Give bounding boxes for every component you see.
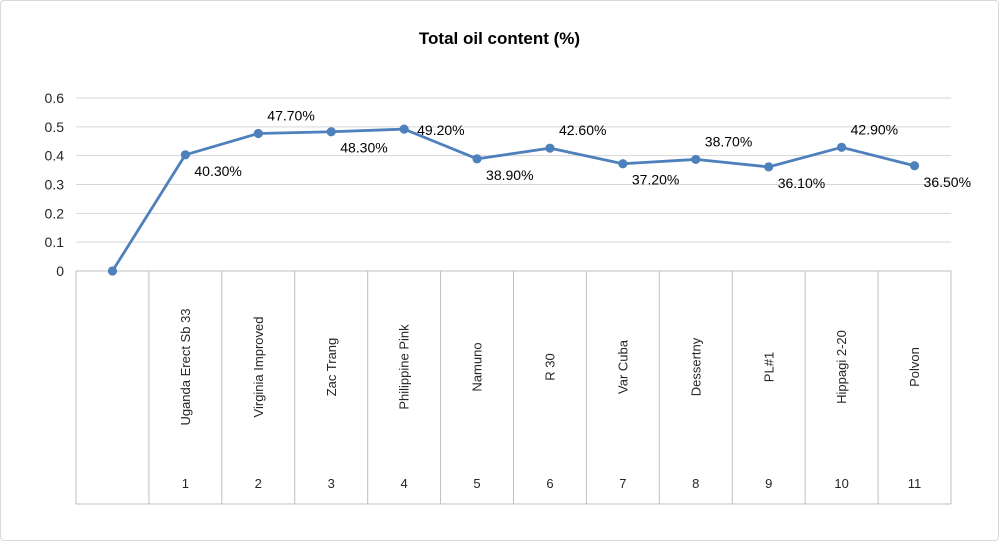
data-point-marker (399, 124, 409, 134)
data-point-marker (691, 154, 701, 165)
y-axis-tick-label: 0.1 (45, 234, 65, 250)
category-number: 6 (546, 476, 553, 491)
data-label: 40.30% (194, 163, 241, 179)
category-number: 3 (328, 476, 335, 491)
category-label: Polvon (907, 347, 922, 387)
category-label: Philippine Pink (397, 324, 412, 410)
data-point-marker (764, 162, 774, 172)
y-axis-tick-label: 0.3 (45, 177, 65, 193)
data-label: 48.30% (340, 140, 387, 156)
y-axis-tick-label: 0.5 (45, 119, 65, 135)
category-number: 11 (908, 476, 922, 491)
category-label: Virginia Improved (251, 317, 266, 418)
category-number: 7 (619, 476, 626, 491)
category-label: Zac Trang (324, 338, 339, 397)
data-point-marker (472, 154, 482, 164)
data-label: 36.10% (778, 175, 825, 191)
y-axis-tick-label: 0.6 (45, 90, 65, 106)
data-label: 37.20% (632, 172, 679, 188)
data-label: 38.90% (486, 167, 533, 183)
series-total-oil-content: 40.30% 47.70% 48.30% 49.20% 38.90% 42.60% 37.2… (107, 107, 971, 276)
data-label: 38.70% (705, 133, 752, 149)
category-axis: Uganda Erect Sb 33 1 Virginia Improved 2 Zac… (75, 271, 952, 505)
category-label: Uganda Erect Sb 33 (178, 308, 193, 425)
category-number: 4 (401, 476, 408, 491)
chart-title: Total oil content (%) (418, 29, 581, 48)
category-label: PL#1 (761, 352, 776, 382)
category-number: 1 (182, 476, 189, 491)
data-label: 42.60% (559, 122, 606, 138)
category-number: 10 (834, 476, 848, 491)
data-point-marker (253, 128, 263, 139)
data-point-marker (107, 266, 118, 276)
data-point-marker (909, 161, 920, 171)
category-number: 2 (255, 476, 262, 491)
data-point-marker (837, 142, 847, 152)
data-point-marker (326, 127, 336, 137)
category-number: 5 (473, 476, 480, 491)
category-label: Namuno (470, 342, 485, 391)
data-label: 49.20% (417, 122, 464, 138)
data-point-marker (180, 150, 190, 160)
category-number: 9 (765, 476, 772, 491)
category-label: Hippagi 2-20 (834, 330, 849, 404)
y-axis-tick-label: 0.2 (45, 205, 65, 221)
data-point-marker (545, 143, 555, 153)
y-axis-tick-label: 0.4 (45, 148, 65, 164)
category-label: Dessertny (688, 337, 703, 396)
data-point-marker (618, 159, 628, 169)
category-label: Var Cuba (615, 339, 630, 394)
y-axis: 0 0.1 0.2 0.3 0.4 0.5 0.6 (45, 90, 65, 279)
series-line (111, 127, 916, 273)
data-label: 47.70% (267, 107, 314, 123)
y-axis-tick-label: 0 (56, 263, 64, 279)
category-label: R 30 (543, 353, 558, 380)
data-label: 36.50% (924, 174, 971, 190)
data-label: 42.90% (851, 121, 898, 137)
category-number: 8 (692, 476, 699, 491)
